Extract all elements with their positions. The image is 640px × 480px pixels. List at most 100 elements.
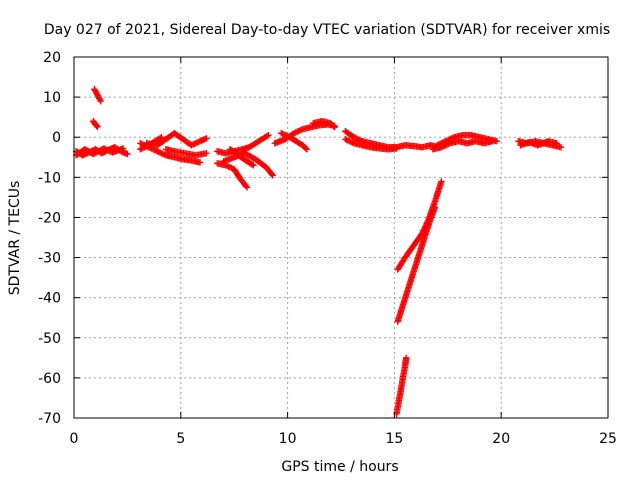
data-point (100, 145, 108, 152)
data-point (106, 147, 113, 155)
data-point (445, 140, 452, 148)
data-point (443, 141, 451, 148)
x-tick-label: 0 (70, 431, 79, 447)
data-point (138, 145, 145, 152)
data-point (228, 164, 235, 172)
data-point (290, 130, 298, 137)
data-point (157, 134, 164, 142)
y-tick-label: -10 (38, 170, 61, 186)
data-point (279, 130, 286, 138)
axis-ticks: 0 5 10 15 20 25 -70 -60 -50 -40 -30 -20 -10 0 10 20 (38, 50, 617, 447)
data-point (225, 163, 232, 170)
grid-lines (74, 57, 608, 418)
data-point (331, 123, 338, 131)
y-tick-label: 10 (43, 90, 61, 106)
data-point (250, 162, 257, 169)
data-point (104, 147, 112, 154)
data-point (243, 184, 251, 191)
data-point (342, 136, 349, 143)
data-point (293, 128, 301, 136)
data-point (189, 141, 197, 148)
data-point (346, 138, 353, 145)
data-point (296, 127, 303, 134)
data-point (203, 150, 210, 157)
data-point (352, 134, 359, 142)
y-tick-label: -70 (38, 411, 61, 427)
data-point (402, 354, 410, 362)
data-point (303, 146, 311, 153)
data-point (193, 139, 201, 146)
data-point (265, 132, 272, 139)
data-point (283, 132, 291, 140)
data-point (192, 140, 199, 147)
data-point (292, 129, 299, 136)
y-tick-label: -40 (38, 291, 61, 307)
y-tick-label: -60 (38, 371, 61, 387)
data-point (343, 136, 350, 144)
data-point (196, 159, 204, 166)
data-point (102, 145, 109, 153)
data-point (344, 137, 352, 144)
data-point (263, 132, 271, 140)
data-point (155, 148, 162, 156)
data-point (161, 151, 168, 158)
data-point (438, 144, 445, 151)
y-axis-label: SDTVAR / TECUs (7, 181, 23, 296)
data-point (203, 135, 210, 142)
data-point (269, 172, 276, 179)
data-point (330, 122, 337, 130)
data-point (441, 142, 448, 150)
data-point (154, 148, 161, 155)
data-point (242, 183, 250, 190)
data-point (137, 146, 144, 153)
data-point (353, 135, 360, 142)
data-point (119, 145, 127, 152)
data-point (223, 162, 231, 170)
data-point (439, 143, 447, 150)
data-point (156, 149, 164, 156)
data-point (191, 140, 198, 148)
x-tick-label: 20 (492, 431, 510, 447)
data-point (442, 142, 449, 149)
data-point (431, 204, 439, 211)
x-tick-label: 5 (176, 431, 185, 447)
data-point (139, 144, 147, 152)
y-tick-label: -20 (38, 210, 61, 226)
chart-title: Day 027 of 2021, Sidereal Day-to-day VTE… (44, 22, 610, 38)
data-point (349, 139, 356, 146)
data-point (350, 134, 358, 141)
data-point (137, 140, 144, 147)
data-point (302, 145, 309, 152)
y-tick-label: 20 (43, 50, 61, 66)
data-point (438, 178, 445, 185)
data-point (159, 150, 167, 158)
data-point (94, 123, 101, 130)
data-point (297, 126, 305, 134)
data-point (97, 97, 104, 105)
data-point (295, 128, 302, 135)
data-point (188, 142, 195, 149)
data-point (553, 140, 560, 147)
x-axis-label: GPS time / hours (281, 459, 398, 475)
data-point (268, 170, 275, 178)
x-tick-label: 15 (385, 431, 403, 447)
x-tick-label: 25 (599, 431, 617, 447)
data-point (347, 138, 355, 146)
data-point (248, 161, 256, 168)
data-point (277, 130, 285, 137)
data-points (72, 85, 565, 418)
data-point (124, 150, 131, 158)
data-point (489, 138, 496, 145)
data-point (393, 145, 400, 152)
data-point (557, 144, 565, 151)
data-point (103, 146, 110, 153)
data-point (282, 132, 289, 139)
data-point (141, 144, 148, 151)
y-tick-label: 0 (52, 130, 61, 146)
y-tick-label: -50 (38, 331, 61, 347)
data-point (152, 147, 160, 154)
y-tick-label: -30 (38, 251, 61, 267)
plot-frame (73, 56, 609, 419)
